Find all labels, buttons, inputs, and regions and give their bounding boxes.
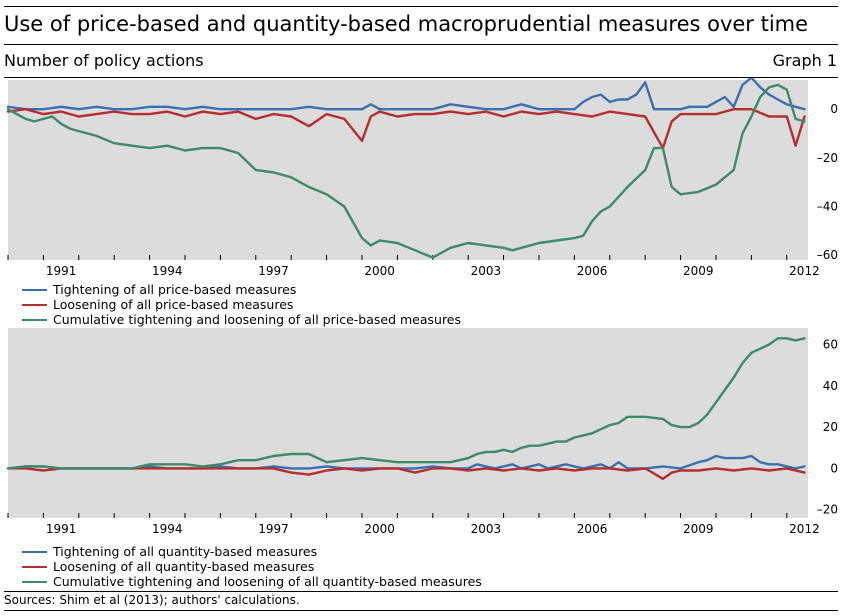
quantity-plot-area	[8, 328, 808, 518]
quantity-x-tick-label: 2012	[789, 522, 820, 536]
price-x-tick-label: 1991	[46, 264, 77, 278]
legend-swatch-tightening	[22, 288, 47, 291]
price-x-tick-label: 2003	[471, 264, 502, 278]
legend-item-quantity-loosening: Loosening of all quantity-based measures	[22, 559, 482, 574]
legend-swatch-cumulative	[22, 580, 47, 583]
legend-swatch-loosening	[22, 565, 47, 568]
legend-label-quantity-loosening: Loosening of all quantity-based measures	[53, 559, 315, 574]
price-y-tick-label: –40	[817, 199, 838, 213]
legend-swatch-cumulative	[22, 318, 47, 321]
legend-label-quantity-cumulative: Cumulative tightening and loosening of a…	[53, 574, 482, 589]
price-y-tick-label: –20	[817, 151, 838, 165]
sources-rule	[4, 591, 838, 592]
subtitle-rule	[4, 77, 838, 78]
price-series-line-cumulative	[6, 83, 806, 259]
chart-title: Use of price-based and quantity-based ma…	[4, 12, 809, 36]
price-y-tick-label: –60	[817, 248, 838, 262]
top-rule	[4, 6, 838, 7]
price-based-panel: 1991 1994 1997 2000 2003 2006 2009 2012 0 –20 –40 –…	[6, 78, 838, 278]
quantity-x-tick-label: 1997	[258, 522, 289, 536]
quantity-x-tick-label: 2006	[577, 522, 608, 536]
legend-label-price-cumulative: Cumulative tightening and loosening of a…	[53, 312, 462, 327]
sources-note: Sources: Shim et al (2013); authors' cal…	[4, 593, 300, 607]
quantity-series-line-loosening	[6, 467, 806, 480]
price-based-legend: Tightening of all price-based measures L…	[22, 282, 461, 327]
legend-label-price-loosening: Loosening of all price-based measures	[53, 297, 294, 312]
price-x-tick-label: 2000	[364, 264, 395, 278]
quantity-based-legend: Tightening of all quantity-based measure…	[22, 544, 482, 589]
legend-swatch-tightening	[22, 550, 47, 553]
quantity-y-tick-label: 40	[823, 379, 838, 393]
legend-swatch-loosening	[22, 303, 47, 306]
legend-item-price-loosening: Loosening of all price-based measures	[22, 297, 461, 312]
price-x-tick-label: 1997	[258, 264, 289, 278]
quantity-based-panel: 1991 1994 1997 2000 2003 2006 2009 2012 60 40 20 0 –…	[6, 328, 838, 536]
quantity-x-tick-label: 2009	[683, 522, 714, 536]
quantity-x-tick-label: 1991	[46, 522, 77, 536]
graph-number: Graph 1	[772, 51, 837, 70]
chart-subtitle: Number of policy actions	[4, 51, 204, 70]
price-series-line-tightening	[6, 78, 806, 111]
legend-item-quantity-cumulative: Cumulative tightening and loosening of a…	[22, 574, 482, 589]
price-x-tick-label: 2009	[683, 264, 714, 278]
price-x-tick-label: 1994	[152, 264, 183, 278]
legend-item-price-tightening: Tightening of all price-based measures	[22, 282, 461, 297]
legend-item-quantity-tightening: Tightening of all quantity-based measure…	[22, 544, 482, 559]
title-rule	[4, 44, 838, 45]
bottom-rule	[4, 610, 838, 611]
price-y-tick-label: 0	[830, 102, 838, 116]
quantity-y-tick-label: 0	[830, 461, 838, 475]
price-series-line-loosening	[6, 108, 806, 150]
quantity-y-tick-label: 60	[823, 338, 838, 352]
quantity-x-tick-label: 2000	[364, 522, 395, 536]
quantity-series-line-cumulative	[6, 337, 806, 470]
quantity-y-tick-label: 20	[823, 420, 838, 434]
quantity-y-tick-label: –20	[817, 503, 838, 517]
price-x-tick-label: 2006	[577, 264, 608, 278]
legend-label-price-tightening: Tightening of all price-based measures	[53, 282, 297, 297]
quantity-x-tick-label: 1994	[152, 522, 183, 536]
quantity-x-tick-label: 2003	[471, 522, 502, 536]
legend-item-price-cumulative: Cumulative tightening and loosening of a…	[22, 312, 461, 327]
price-x-tick-label: 2012	[789, 264, 820, 278]
legend-label-quantity-tightening: Tightening of all quantity-based measure…	[53, 544, 318, 559]
